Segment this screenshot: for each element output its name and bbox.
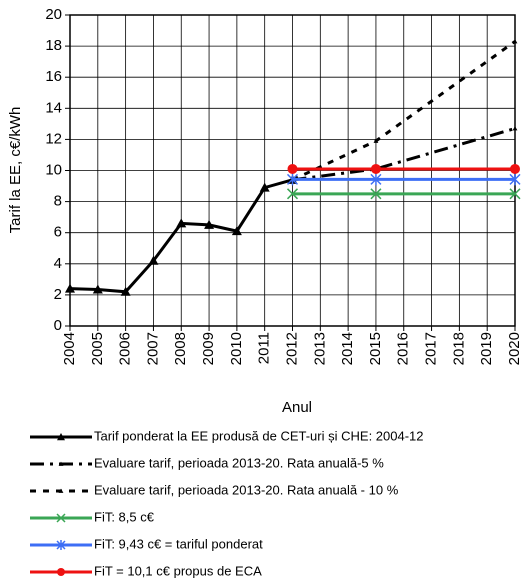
marker	[259, 182, 270, 192]
x-tick-label: 2005	[89, 332, 106, 365]
x-tick-label: 2019	[478, 332, 495, 365]
x-tick-label: 2006	[117, 332, 134, 365]
marker	[176, 218, 187, 228]
y-tick-label: 0	[54, 317, 62, 334]
marker	[509, 188, 521, 200]
marker	[287, 163, 298, 174]
legend-label: Evaluare tarif, perioada 2013-20. Rata a…	[94, 482, 399, 497]
marker	[370, 188, 382, 200]
y-tick-label: 4	[54, 255, 62, 272]
marker	[65, 283, 75, 293]
x-tick-label: 2014	[339, 332, 356, 365]
legend-label: FiT: 9,43 c€ = tariful ponderat	[94, 536, 263, 551]
y-tick-label: 18	[45, 37, 62, 54]
marker	[231, 226, 242, 236]
x-tick-label: 2018	[450, 332, 467, 365]
legend-marker	[57, 568, 65, 576]
legend-marker	[56, 513, 66, 523]
legend-label: FiT: 8,5 c€	[94, 509, 155, 524]
x-tick-label: 2007	[144, 332, 161, 365]
y-tick-label: 12	[45, 130, 62, 147]
legend-label: Tarif ponderat la EE produsă de CET-uri …	[94, 428, 424, 443]
x-tick-label: 2016	[395, 332, 412, 365]
marker	[204, 219, 215, 229]
x-tick-label: 2012	[283, 332, 300, 365]
y-axis-label: Tarif la EE, c€/kWh	[7, 107, 24, 234]
x-tick-label: 2015	[367, 332, 384, 365]
marker	[510, 163, 520, 174]
marker	[370, 173, 382, 186]
x-tick-label: 2020	[506, 332, 523, 365]
x-tick-label: 2008	[172, 332, 189, 365]
y-tick-label: 6	[54, 224, 62, 241]
legend-label: FiT = 10,1 c€ propus de ECA	[94, 563, 262, 578]
marker	[148, 255, 159, 265]
y-tick-label: 16	[45, 68, 62, 85]
x-tick-label: 2004	[61, 332, 78, 365]
legend-marker	[58, 488, 64, 493]
marker	[370, 163, 381, 174]
marker	[373, 138, 379, 143]
y-tick-label: 14	[45, 99, 62, 116]
marker	[509, 173, 521, 186]
marker	[286, 188, 299, 200]
legend-marker	[56, 540, 66, 550]
x-tick-label: 2010	[228, 332, 245, 365]
x-axis-label: Anul	[282, 399, 312, 416]
x-tick-label: 2013	[311, 332, 328, 365]
marker	[512, 39, 518, 44]
marker	[120, 286, 131, 296]
legend-marker	[58, 461, 64, 466]
x-tick-label: 2011	[256, 332, 273, 364]
marker	[286, 173, 299, 186]
y-tick-label: 20	[45, 6, 62, 23]
y-tick-label: 8	[54, 193, 62, 210]
marker	[512, 126, 518, 131]
legend-label: Evaluare tarif, perioada 2013-20. Rata a…	[94, 455, 384, 470]
x-tick-label: 2009	[200, 332, 217, 365]
legend-marker	[57, 433, 65, 441]
marker	[92, 284, 103, 294]
line	[292, 127, 516, 182]
y-tick-label: 10	[45, 161, 62, 178]
y-tick-label: 2	[54, 286, 62, 303]
x-tick-label: 2017	[423, 332, 440, 365]
